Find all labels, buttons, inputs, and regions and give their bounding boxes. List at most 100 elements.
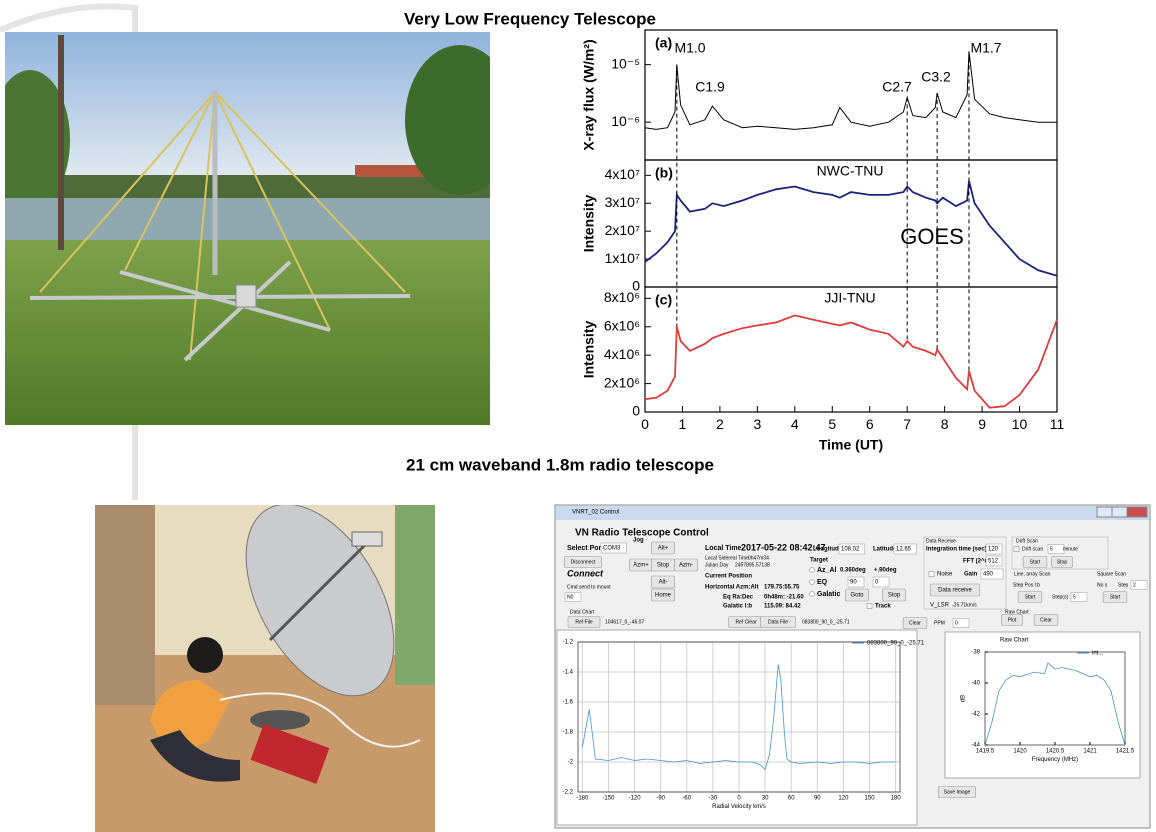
button[interactable] <box>1001 614 1023 626</box>
button-label[interactable]: Alt- <box>659 580 668 586</box>
ui-label[interactable]: N0 <box>567 594 574 600</box>
vlf-photo <box>5 32 490 425</box>
button-label[interactable]: Start <box>1025 594 1036 600</box>
button[interactable] <box>1033 614 1059 626</box>
ui-label[interactable]: 0 <box>955 620 958 626</box>
button[interactable] <box>567 616 601 628</box>
watermark: GOES <box>900 224 964 249</box>
ui-label[interactable]: EQ <box>817 579 828 586</box>
roof <box>355 165 425 177</box>
ui-label[interactable]: COM3 <box>603 546 621 552</box>
button-label[interactable]: Azm- <box>679 563 693 569</box>
button-label[interactable]: Plot <box>1008 617 1017 623</box>
input-box[interactable] <box>1070 592 1088 602</box>
button-label[interactable]: Goto <box>850 593 864 599</box>
ui-label[interactable]: 0 <box>875 580 879 586</box>
button[interactable] <box>845 588 869 602</box>
radio[interactable] <box>809 567 815 573</box>
button-label[interactable]: Alt+ <box>658 546 669 552</box>
ui-label: 083800_90_0_-25.71 <box>802 619 850 625</box>
dropdown[interactable] <box>600 542 627 554</box>
y-axis-label: Intensity <box>581 321 597 379</box>
x-tick-label: 9 <box>978 416 986 432</box>
ui-label[interactable]: 5 <box>1050 546 1053 552</box>
chart: 0 1x10⁷ 2x10⁷ 3x10⁷ 4x10⁷ NWC-TNU (b) Intensity… <box>581 159 1058 294</box>
x-tick-label: 120 <box>838 795 849 801</box>
button[interactable] <box>651 541 675 555</box>
button[interactable] <box>760 616 796 628</box>
button[interactable] <box>1017 591 1043 603</box>
button-label[interactable]: Start <box>1110 594 1121 600</box>
ui-label[interactable]: Drift scan <box>1022 546 1043 552</box>
ui-label[interactable]: Galatic <box>817 591 840 598</box>
input-box[interactable] <box>838 543 866 555</box>
ui-label[interactable]: 90 <box>850 580 857 586</box>
ui-label[interactable]: 108.02 <box>841 547 860 553</box>
checkbox[interactable] <box>866 603 873 609</box>
ui-label[interactable]: 2 <box>1133 582 1136 588</box>
button-label[interactable]: Stop <box>888 593 901 599</box>
ui-label: Data Receive <box>926 538 956 544</box>
button-label[interactable]: Start <box>1030 559 1041 565</box>
button[interactable] <box>674 558 698 572</box>
input-box[interactable] <box>872 576 890 588</box>
input-box[interactable] <box>1047 544 1065 554</box>
input-box[interactable] <box>985 543 1003 555</box>
input-box[interactable] <box>952 618 970 628</box>
ui-label[interactable]: Noise <box>937 572 953 578</box>
ui-label[interactable]: 490 <box>983 572 994 578</box>
ui-label[interactable]: 5 <box>1073 594 1076 600</box>
button-label[interactable]: Ref Clear <box>735 619 756 625</box>
ui-label[interactable]: 12.65 <box>896 547 912 553</box>
mount-base <box>250 710 310 730</box>
button[interactable] <box>937 786 977 798</box>
input-box[interactable] <box>564 592 582 602</box>
button-label[interactable]: Stop <box>657 563 670 569</box>
input-box[interactable] <box>893 543 917 555</box>
x-tick-label: 1421 <box>1083 748 1097 754</box>
button-label[interactable]: Data receive <box>938 588 972 594</box>
button[interactable] <box>1102 591 1128 603</box>
minimize-button[interactable] <box>1096 506 1113 518</box>
button-label[interactable]: Disconnect <box>571 559 596 565</box>
radio[interactable] <box>809 591 815 597</box>
ui-label[interactable]: Track <box>875 604 891 610</box>
button-label[interactable]: Clear <box>909 620 921 626</box>
dish-photo <box>95 505 435 832</box>
input-box[interactable] <box>985 555 1003 567</box>
button[interactable] <box>1022 556 1048 568</box>
button-label[interactable]: Home <box>655 593 672 599</box>
water <box>5 198 490 243</box>
y-tick-label: -40 <box>971 681 980 687</box>
ui-label[interactable]: 120 <box>988 547 999 553</box>
tree-trunk <box>58 35 64 250</box>
button[interactable] <box>651 588 675 602</box>
button[interactable] <box>882 588 906 602</box>
checkbox[interactable] <box>1013 546 1020 552</box>
y-axis-label: X-ray flux (W/m²) <box>581 39 597 150</box>
chart: 10⁻⁵ 10⁻⁶ (a) X-ray flux (W/m²) M1.0 C1.9 C2.7… <box>581 29 1058 161</box>
button[interactable] <box>563 556 603 568</box>
button-label[interactable]: Save Image <box>944 789 971 795</box>
x-tick-label: -150 <box>602 795 615 801</box>
y-tick-label: 10⁻⁶ <box>611 113 640 129</box>
ui-label[interactable]: Az_Al <box>817 567 837 574</box>
maximize-button[interactable] <box>1111 506 1128 518</box>
input-box[interactable] <box>1130 580 1148 590</box>
checkbox[interactable] <box>928 571 935 577</box>
button[interactable] <box>1051 556 1073 568</box>
button[interactable] <box>902 617 928 629</box>
button-label[interactable]: Azm+ <box>633 563 649 569</box>
button-label[interactable]: Stop <box>1057 559 1068 565</box>
input-box[interactable] <box>847 576 865 588</box>
ui-label[interactable]: 512 <box>988 559 999 565</box>
button-label[interactable]: Ref File <box>575 619 592 625</box>
button[interactable] <box>929 583 981 597</box>
ui-label: Data Chart <box>570 609 595 615</box>
radio[interactable] <box>809 579 815 585</box>
button[interactable] <box>651 575 675 589</box>
close-button[interactable] <box>1126 506 1148 518</box>
button-label[interactable]: Clear <box>1040 617 1052 623</box>
dropdown[interactable] <box>980 568 1004 580</box>
button-label[interactable]: Data File <box>768 619 788 625</box>
